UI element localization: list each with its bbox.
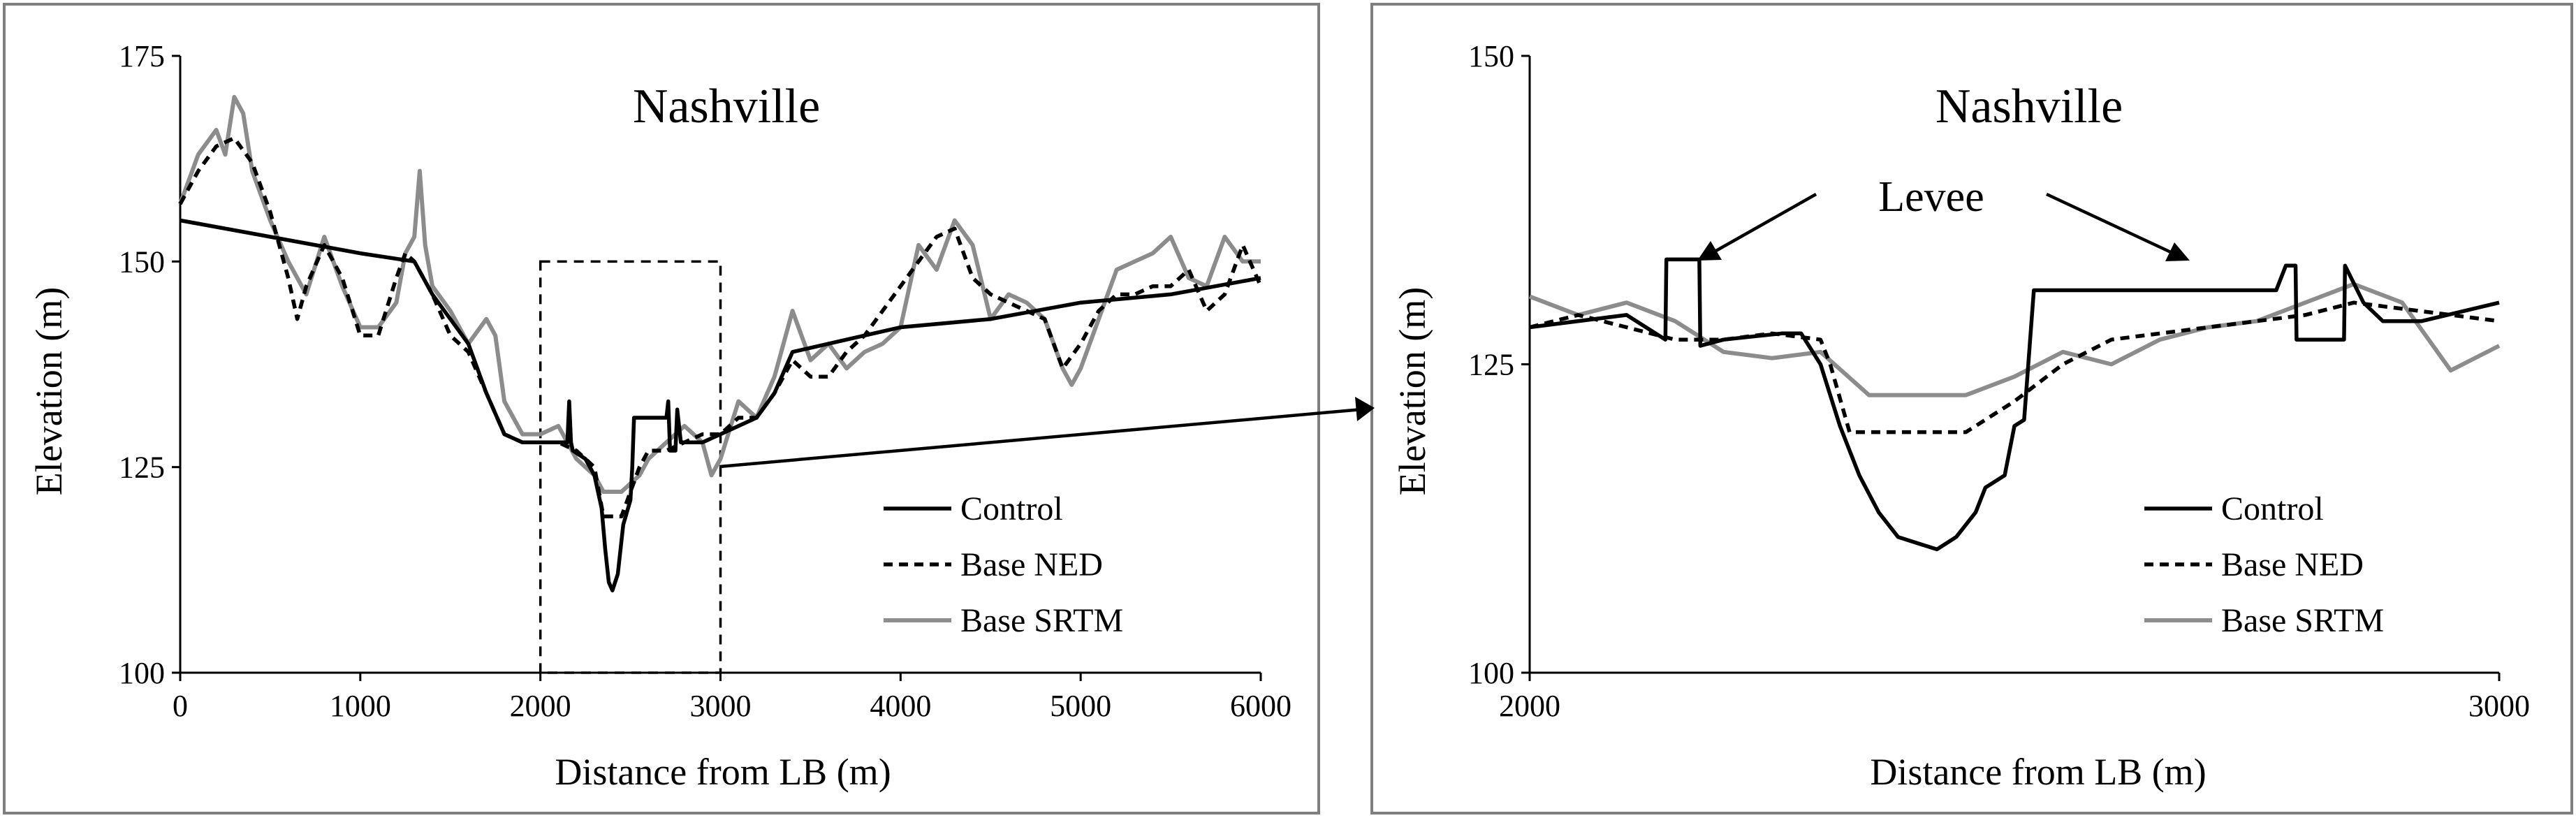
left-legend-label: Base NED (960, 546, 1103, 583)
left-x-tick-label: 4000 (870, 689, 931, 723)
left-y-tick-label: 100 (119, 656, 165, 690)
right-series-base-srtm (1528, 282, 2501, 397)
left-panel-frame (3, 3, 1320, 815)
right-y-tick-label: 100 (1468, 656, 1514, 690)
zoom-connector-arrow (719, 407, 1363, 469)
left-x-tick-label: 5000 (1050, 689, 1111, 723)
right-series-control (1529, 257, 2500, 552)
left-y-tick-label: 125 (119, 451, 165, 485)
left-chart-title: Nashville (633, 80, 820, 133)
right-legend-label: Control (2221, 490, 2324, 527)
right-x-tick-label: 3000 (2468, 689, 2530, 723)
right-y-tick-label: 125 (1468, 348, 1514, 382)
right-chart: Nashville Elevation (m) Distance from LB… (1391, 39, 2530, 793)
right-tick-labels: 2000 3000 100 125 150 (1468, 39, 2530, 723)
left-y-axis-title: Elevation (m) (28, 287, 70, 495)
left-tick-labels: 0 1000 2000 3000 4000 5000 6000 100 125 150 175 (119, 39, 1291, 723)
right-panel-frame (1370, 3, 2573, 815)
left-legend-label: Control (960, 490, 1063, 527)
right-legend: Control Base NED Base SRTM (2144, 490, 2384, 639)
left-x-axis-title: Distance from LB (m) (555, 751, 891, 793)
right-y-tick-label: 150 (1468, 39, 1514, 73)
right-legend-label: Base NED (2221, 546, 2364, 583)
left-series (178, 94, 1263, 593)
left-y-tick-label: 175 (119, 39, 165, 73)
left-chart: Nashville Elevation (m) Distance from LB… (28, 39, 1291, 793)
right-series-base-ned (1529, 300, 2500, 434)
left-legend: Control Base NED Base SRTM (884, 490, 1123, 639)
left-x-tick-label: 6000 (1230, 689, 1291, 723)
right-legend-label: Base SRTM (2221, 602, 2384, 639)
right-series (1528, 257, 2501, 552)
right-axes (1521, 54, 2501, 681)
zoom-connector-arrowhead (1355, 397, 1375, 421)
right-x-tick-label: 2000 (1499, 689, 1560, 723)
levee-arrowhead-right (2165, 242, 2190, 261)
left-y-tick-label: 150 (119, 244, 165, 279)
left-x-tick-label: 0 (173, 689, 188, 723)
levee-arrow-right (2046, 192, 2173, 255)
left-x-tick-label: 2000 (510, 689, 571, 723)
left-series-control (180, 218, 1261, 593)
left-x-tick-label: 3000 (690, 689, 752, 723)
right-y-axis-title: Elevation (m) (1391, 287, 1433, 495)
left-x-tick-label: 1000 (330, 689, 391, 723)
right-x-axis-title: Distance from LB (m) (1870, 751, 2206, 793)
levee-annotation: Levee (1878, 173, 1984, 221)
levee-arrowhead-left (1697, 241, 1722, 261)
levee-arrow-left (1713, 193, 1817, 253)
right-chart-title: Nashville (1935, 80, 2123, 133)
left-legend-label: Base SRTM (960, 602, 1123, 639)
